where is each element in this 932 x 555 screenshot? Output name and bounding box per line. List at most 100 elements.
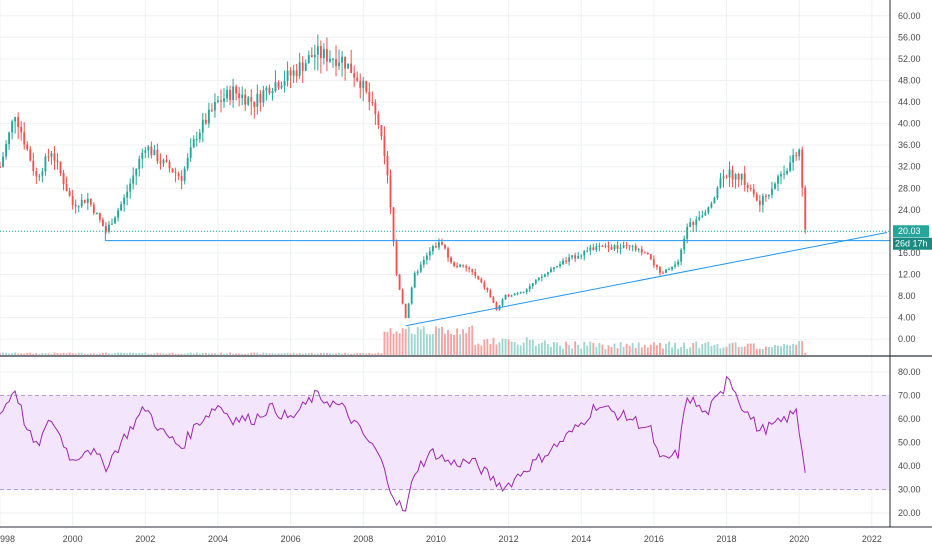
candle <box>80 193 83 209</box>
volume-bar <box>111 353 113 355</box>
candle <box>114 215 116 224</box>
volume-bar <box>777 345 779 355</box>
volume-bar <box>371 353 374 355</box>
volume-bar <box>543 340 546 355</box>
volume-bar <box>574 341 577 355</box>
volume-bar <box>114 353 116 355</box>
price-tick-label: 0.00 <box>898 334 916 344</box>
rsi-axis[interactable]: 20.00 30.00 40.00 50.00 60.00 70.00 80.00 <box>898 367 921 518</box>
volume-bar <box>474 345 477 355</box>
volume-bar <box>395 331 398 355</box>
volume-bar <box>56 353 59 355</box>
candle-body <box>716 187 719 198</box>
time-axis[interactable]: 998 2000 2002 2004 2006 2008 2010 2012 2014 2016 2… <box>0 534 882 544</box>
candle-body <box>338 62 340 67</box>
candle-body <box>519 292 522 294</box>
volume-bar <box>771 347 773 355</box>
candle-body <box>210 109 213 111</box>
candle-body <box>177 173 180 177</box>
volume-bar <box>374 353 377 355</box>
candle-body <box>123 197 126 205</box>
volume-bar <box>141 352 144 355</box>
volume-bar <box>5 352 7 355</box>
volume-bar <box>313 353 316 355</box>
candle-body <box>313 54 316 58</box>
candle-body <box>510 295 513 297</box>
volume-bar <box>462 329 465 355</box>
volume-bar <box>59 353 62 355</box>
candle-body <box>226 89 228 99</box>
candle <box>180 170 183 190</box>
volume-bar <box>195 352 198 355</box>
volume-bar <box>156 352 159 355</box>
candle-body <box>23 132 26 145</box>
candle <box>111 218 113 226</box>
candle-body <box>359 80 362 88</box>
volume-bar <box>643 344 646 355</box>
volume-bar <box>53 352 56 355</box>
candle-body <box>238 93 241 99</box>
volume-bar <box>637 342 640 355</box>
candle <box>489 288 492 298</box>
volume-bar <box>516 344 519 355</box>
candle <box>474 268 477 279</box>
candle-body <box>628 245 631 247</box>
volume-bar <box>213 353 216 355</box>
candle-body <box>310 55 313 58</box>
candle-body <box>232 86 235 101</box>
volume-bar <box>758 348 761 355</box>
candle <box>347 63 350 69</box>
candle <box>771 181 773 199</box>
candle <box>701 210 704 218</box>
candle-body <box>2 156 4 167</box>
candle <box>662 271 664 274</box>
volume-bar <box>534 345 537 355</box>
candle <box>0 161 1 169</box>
volume-bar <box>413 334 416 355</box>
candle-body <box>168 161 171 169</box>
volume-bar <box>698 348 701 355</box>
volume-bar <box>749 343 752 355</box>
volume-bar <box>307 353 310 355</box>
volume-bar <box>129 352 132 355</box>
volume-bar <box>434 326 437 355</box>
candle <box>189 138 192 162</box>
candle-body <box>758 200 761 206</box>
candle-body <box>395 241 398 275</box>
candle <box>132 167 135 190</box>
candle-body <box>743 173 746 185</box>
volume-bar <box>649 344 652 355</box>
candle <box>62 169 65 191</box>
volume-bar <box>183 353 186 355</box>
volume-bar <box>767 346 770 355</box>
candle <box>425 252 428 265</box>
countdown-label-bg <box>893 237 932 250</box>
candle-body <box>322 49 325 59</box>
candle-body <box>138 158 141 169</box>
volume-bar <box>668 341 670 355</box>
volume-bar <box>265 352 268 355</box>
volume-bar <box>14 352 17 355</box>
candle <box>229 85 232 106</box>
candle <box>65 176 68 192</box>
candle <box>265 85 268 101</box>
candle-body <box>483 282 486 288</box>
volume-bar <box>710 345 713 355</box>
volume-bar <box>150 353 153 355</box>
volume-bar <box>147 353 150 355</box>
volume-bar <box>522 342 525 355</box>
volume-bar <box>80 352 83 355</box>
volume-bar <box>752 343 755 355</box>
candle-body <box>737 174 740 180</box>
candle-body <box>692 222 695 226</box>
candle-body <box>398 274 401 290</box>
candle-body <box>53 153 56 161</box>
volume-bar <box>450 333 452 355</box>
volume-bar <box>492 337 495 355</box>
candle-body <box>20 126 23 133</box>
volume-bar <box>404 329 407 355</box>
candle-body <box>749 187 752 190</box>
candle-body <box>674 264 677 267</box>
candle <box>289 67 292 88</box>
